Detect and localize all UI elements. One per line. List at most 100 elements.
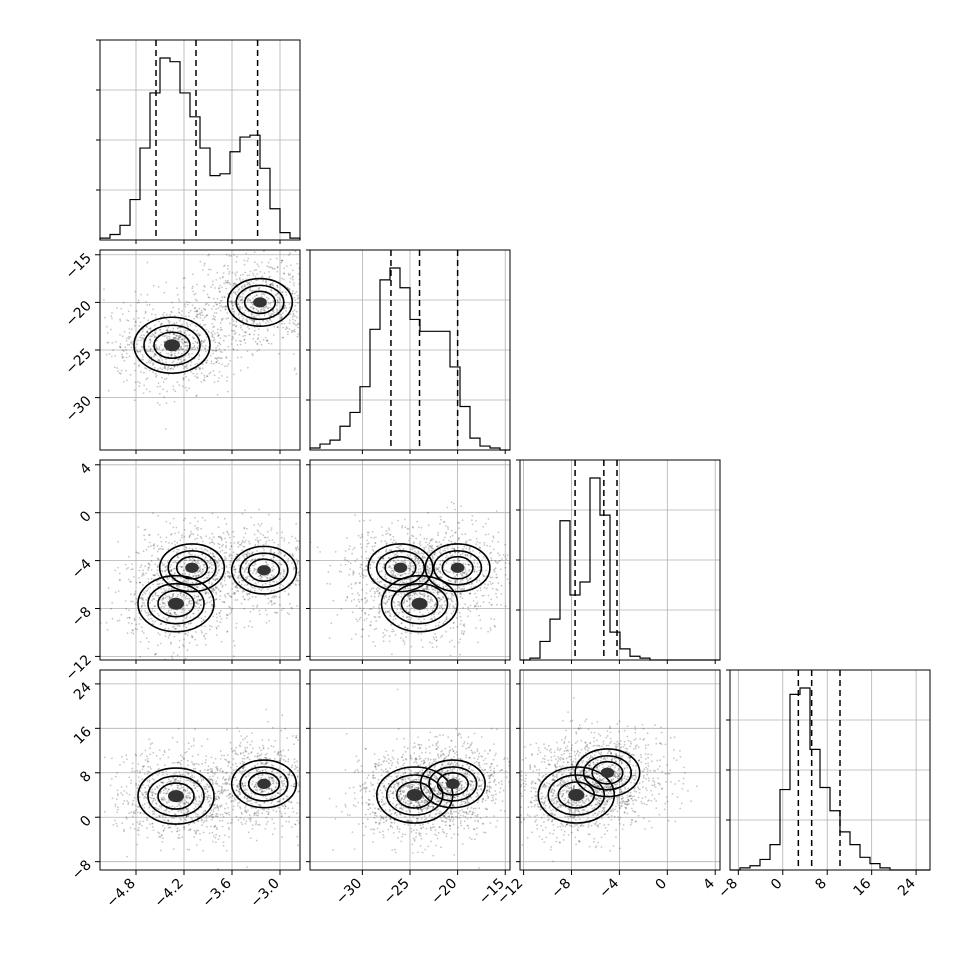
- scatter-point: [266, 588, 269, 591]
- scatter-point: [260, 261, 263, 264]
- scatter-point: [414, 557, 417, 560]
- scatter-point: [469, 555, 472, 558]
- scatter-point: [385, 601, 388, 604]
- scatter-point: [252, 354, 254, 357]
- scatter-point: [112, 824, 115, 826]
- scatter-point: [132, 318, 135, 320]
- scatter-point: [214, 586, 217, 589]
- scatter-point: [170, 587, 173, 590]
- scatter-point: [130, 328, 133, 331]
- scatter-point: [253, 569, 256, 572]
- scatter-point: [171, 657, 174, 660]
- scatter-point: [288, 328, 291, 330]
- scatter-point: [176, 624, 179, 627]
- scatter-point: [173, 540, 176, 543]
- scatter-point: [210, 541, 213, 544]
- scatter-point: [218, 356, 221, 359]
- scatter-point: [412, 535, 415, 538]
- scatter-point: [476, 541, 479, 543]
- scatter-point: [160, 599, 163, 601]
- scatter-point: [490, 583, 492, 585]
- scatter-point: [388, 591, 391, 593]
- scatter-point: [252, 307, 255, 310]
- histogram-panel-0: [96, 39, 301, 241]
- scatter-point: [168, 634, 171, 637]
- scatter-point: [294, 583, 297, 586]
- scatter-point: [399, 581, 402, 583]
- scatter-point: [248, 597, 251, 600]
- scatter-point: [272, 565, 275, 567]
- scatter-point: [433, 638, 436, 640]
- scatter-point: [296, 561, 299, 563]
- scatter-point: [228, 235, 230, 237]
- scatter-point: [478, 614, 481, 617]
- scatter-point: [295, 291, 298, 293]
- scatter-point: [149, 613, 152, 616]
- scatter-point: [383, 595, 386, 598]
- scatter-point: [305, 793, 307, 795]
- scatter-point: [221, 545, 223, 548]
- scatter-point: [280, 577, 283, 580]
- scatter-point: [413, 555, 416, 558]
- scatter-point: [494, 560, 497, 562]
- scatter-point: [140, 371, 142, 373]
- histogram-steps: [99, 57, 301, 240]
- scatter-point: [142, 550, 145, 553]
- scatter-point: [218, 362, 221, 365]
- scatter-point: [144, 367, 146, 369]
- scatter-point: [165, 618, 168, 620]
- scatter-point: [171, 579, 174, 582]
- scatter-point: [465, 547, 468, 550]
- scatter-point: [171, 573, 174, 576]
- scatter-point: [206, 375, 209, 378]
- scatter-point: [198, 574, 201, 577]
- scatter-point: [232, 330, 234, 332]
- scatter-point: [428, 567, 431, 570]
- scatter-point: [255, 568, 258, 571]
- scatter-point: [296, 302, 299, 304]
- scatter-point: [373, 615, 376, 618]
- scatter-point: [289, 252, 291, 255]
- scatter-point: [211, 567, 213, 570]
- scatter-point: [442, 585, 445, 588]
- scatter-point: [167, 355, 170, 358]
- scatter-point: [358, 572, 361, 575]
- scatter-point: [189, 534, 192, 536]
- scatter-point: [218, 287, 220, 290]
- scatter-point: [246, 551, 249, 554]
- scatter-point: [224, 572, 227, 575]
- scatter-point: [417, 558, 420, 560]
- scatter-point: [237, 545, 240, 548]
- scatter-point: [125, 568, 128, 570]
- scatter-point: [463, 625, 466, 628]
- scatter-point: [178, 336, 180, 338]
- scatter-point: [388, 557, 391, 559]
- scatter-point: [443, 569, 446, 571]
- scatter-point: [217, 341, 220, 344]
- scatter-point: [229, 613, 231, 615]
- scatter-point: [156, 401, 159, 404]
- histogram-steps: [520, 477, 720, 661]
- scatter-point: [182, 348, 184, 351]
- scatter-point: [269, 581, 271, 583]
- scatter-point: [201, 363, 204, 366]
- scatter-point: [203, 262, 206, 265]
- scatter-point: [248, 552, 251, 555]
- scatter-point: [223, 552, 226, 554]
- scatter-point: [437, 591, 440, 594]
- scatter-point: [364, 602, 367, 604]
- scatter-point: [478, 569, 481, 572]
- scatter-point: [230, 559, 232, 562]
- scatter-point: [140, 605, 143, 608]
- scatter-point: [227, 293, 229, 295]
- scatter-point: [142, 358, 145, 361]
- scatter-point: [251, 319, 254, 322]
- scatter-point: [133, 593, 136, 596]
- scatter-point: [366, 560, 369, 562]
- scatter-point: [425, 628, 428, 631]
- scatter-point: [282, 326, 285, 329]
- scatter-point: [276, 284, 279, 287]
- scatter-point: [182, 607, 184, 610]
- scatter-point: [357, 598, 360, 601]
- scatter-point: [236, 349, 239, 351]
